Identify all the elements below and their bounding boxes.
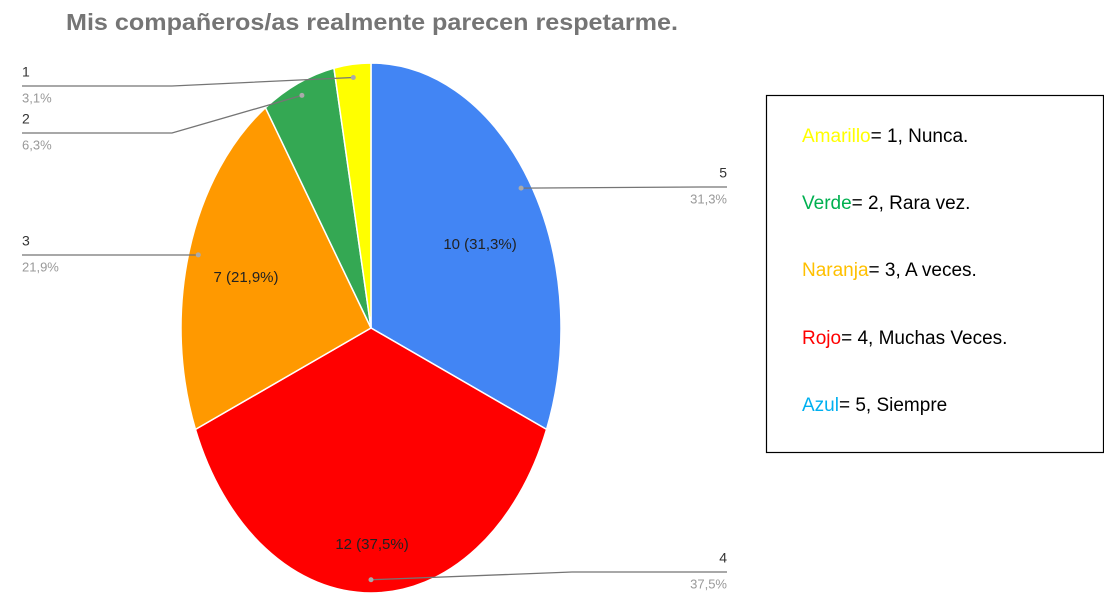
slice-category: 2 <box>22 111 30 127</box>
legend-text: = 1, Nunca. <box>871 126 969 147</box>
slice-percent: 6,3% <box>22 137 52 152</box>
legend-color-word: Amarillo <box>802 126 871 147</box>
leader-dot <box>350 74 356 80</box>
legend-line: Verde= 2, Rara vez. <box>802 193 970 214</box>
leader-dot <box>195 252 201 258</box>
pie-slice <box>194 327 548 594</box>
leader-dot <box>518 185 524 191</box>
legend-text: = 3, A veces. <box>869 260 977 281</box>
leader-line <box>22 76 354 87</box>
slice-percent: 3,1% <box>22 90 52 105</box>
slice-category: 4 <box>719 550 727 566</box>
legend-line: Naranja= 3, A veces. <box>802 260 977 281</box>
legend-color-word: Rojo <box>802 328 841 349</box>
slice-percent: 37,5% <box>690 576 727 591</box>
pie-slice <box>333 62 372 329</box>
data-label: 12 (37,5%) <box>335 536 408 553</box>
slice-category: 5 <box>719 165 727 181</box>
leader-line <box>370 571 727 581</box>
pie-slice <box>180 106 372 431</box>
data-label: 10 (31,3%) <box>443 236 516 253</box>
chart-title: Mis compañeros/as realmente parecen resp… <box>66 9 678 35</box>
data-label: 7 (21,9%) <box>213 269 278 286</box>
leader-line <box>521 186 727 189</box>
legend-color-word: Naranja <box>802 260 869 281</box>
pie-slice <box>370 62 562 431</box>
leader-line <box>22 94 303 134</box>
legend-text: = 5, Siempre <box>839 395 947 416</box>
leader-dot <box>299 92 305 98</box>
legend-line: Amarillo= 1, Nunca. <box>802 126 968 147</box>
slice-category: 1 <box>22 64 30 80</box>
legend-color-word: Verde <box>802 193 852 214</box>
legend-text: = 4, Muchas Veces. <box>841 328 1007 349</box>
legend-color-word: Azul <box>802 395 839 416</box>
slice-percent: 31,3% <box>690 191 727 206</box>
slice-category: 3 <box>22 233 30 249</box>
legend-text: = 2, Rara vez. <box>852 193 971 214</box>
slice-percent: 21,9% <box>22 259 59 274</box>
legend-line: Rojo= 4, Muchas Veces. <box>802 328 1007 349</box>
leader-dot <box>368 577 374 583</box>
legend-line: Azul= 5, Siempre <box>802 395 947 416</box>
legend-box <box>765 94 1104 454</box>
